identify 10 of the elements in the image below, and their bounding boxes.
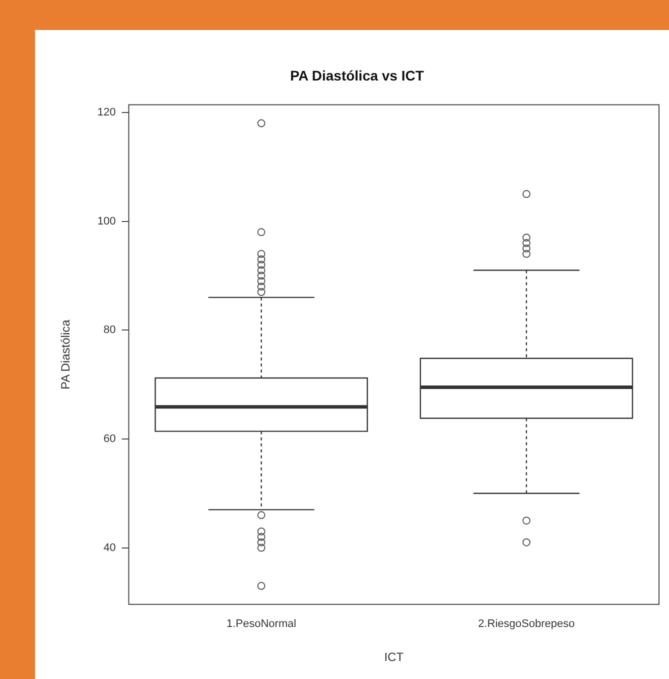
y-tick-label: 80 <box>104 324 116 336</box>
x-axis-title: ICT <box>384 650 404 664</box>
chart-title: PA Diastólica vs ICT <box>290 67 424 84</box>
x-tick-label: 1.PesoNormal <box>226 618 296 630</box>
y-axis-title: PA Diastólica <box>58 319 73 390</box>
x-tick-label: 2.RiesgoSobrepeso <box>478 618 575 630</box>
y-tick-label: 100 <box>97 215 116 228</box>
y-tick-label: 40 <box>104 542 116 554</box>
y-tick-label: 60 <box>104 432 116 445</box>
y-tick-label: 120 <box>97 106 116 118</box>
